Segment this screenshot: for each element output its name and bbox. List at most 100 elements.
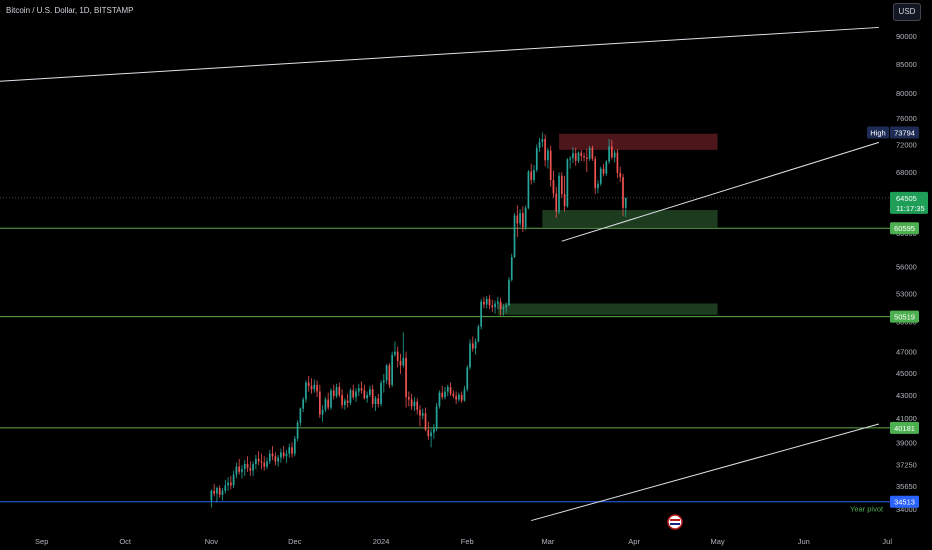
candle (444, 387, 446, 400)
candle-body (266, 461, 268, 467)
candle (474, 338, 477, 355)
candle (402, 332, 405, 368)
candle-body (263, 462, 266, 467)
candle (572, 147, 574, 163)
upper-trendline[interactable] (0, 26, 879, 82)
candle-body (602, 168, 605, 174)
candle (416, 398, 419, 415)
lower-trendline[interactable] (531, 423, 880, 522)
candle-body (307, 382, 310, 386)
candle-body (282, 452, 285, 457)
time-axis[interactable]: Sep Oct Nov Dec 2024 Feb Mar Apr May Jun Jul (35, 537, 892, 546)
candle (458, 392, 460, 402)
level-lines-layer (0, 197, 890, 503)
candle (522, 206, 524, 233)
candle (558, 172, 560, 214)
candle (318, 384, 321, 419)
candle (569, 156, 572, 169)
candle (419, 405, 421, 427)
candle (452, 390, 455, 399)
candle-body (449, 387, 452, 394)
candle (494, 300, 496, 314)
candle (282, 446, 285, 459)
high-value-label: 73794 (894, 128, 915, 137)
candle-body (499, 301, 502, 310)
candle (305, 380, 307, 403)
candle-body (624, 197, 627, 208)
candle-body (444, 391, 446, 398)
candle-body (513, 215, 516, 258)
candle (435, 402, 438, 432)
candle-body (227, 482, 229, 486)
mid-trendline[interactable] (561, 141, 880, 242)
candle-body (580, 152, 583, 157)
candle-body (335, 387, 338, 397)
trendlines-layer[interactable] (0, 26, 880, 522)
candle (394, 341, 396, 357)
candle-body (238, 466, 241, 472)
price-tick-label: 53000 (896, 289, 917, 298)
price-tick-label: 45000 (896, 369, 917, 378)
candle (583, 152, 585, 162)
last-price-label: 64505 (896, 194, 917, 203)
candle (210, 489, 213, 508)
candle-body (305, 382, 307, 400)
candle (441, 385, 444, 400)
candle (524, 205, 527, 230)
candle-body (413, 401, 416, 407)
candle (533, 165, 535, 184)
candle-body (366, 394, 368, 399)
candle (316, 380, 318, 398)
candle-body (391, 354, 394, 385)
candle-body (357, 388, 360, 392)
candle (519, 209, 521, 227)
candle (605, 160, 608, 176)
candle (216, 486, 218, 502)
price-axis[interactable]: 9000085000800007600072000680006400060000… (896, 32, 917, 514)
candle (399, 353, 402, 374)
time-tick-label: Jun (798, 537, 810, 546)
candle (530, 163, 533, 185)
candle-body (527, 171, 530, 208)
candle-body (210, 490, 213, 501)
candle (369, 385, 371, 398)
countdown-label: 11:17:35 (896, 204, 925, 213)
candle-body (555, 193, 558, 212)
resistance-zone (559, 133, 718, 150)
candle (371, 384, 374, 408)
candle-body (616, 152, 619, 173)
candle-body (371, 389, 374, 405)
candle-body (424, 413, 427, 431)
candle (288, 443, 291, 458)
candle-body (344, 400, 346, 406)
candle-body (446, 387, 449, 392)
candle-body (241, 469, 243, 472)
candle (302, 397, 305, 413)
candle-body (566, 159, 569, 207)
candle-body (619, 172, 622, 178)
currency-button[interactable]: USD (893, 3, 921, 21)
candle (480, 298, 483, 330)
candle-body (558, 175, 560, 212)
candle (488, 295, 491, 310)
candle-body (535, 147, 538, 171)
candle-body (474, 341, 477, 349)
candle-body (591, 147, 594, 159)
candle-body (318, 391, 321, 415)
candle (380, 380, 382, 407)
candle (591, 145, 594, 161)
candle (594, 156, 597, 195)
candle-body (594, 158, 597, 189)
candle (477, 324, 480, 343)
candle (382, 373, 385, 393)
candle-body (260, 461, 263, 463)
candle-body (438, 392, 441, 407)
candle (330, 388, 332, 410)
candle-body (608, 146, 610, 162)
price-tick-label: 43000 (896, 391, 917, 400)
candle (263, 456, 266, 471)
candle-body (399, 361, 402, 366)
flag-icon[interactable] (667, 514, 683, 530)
